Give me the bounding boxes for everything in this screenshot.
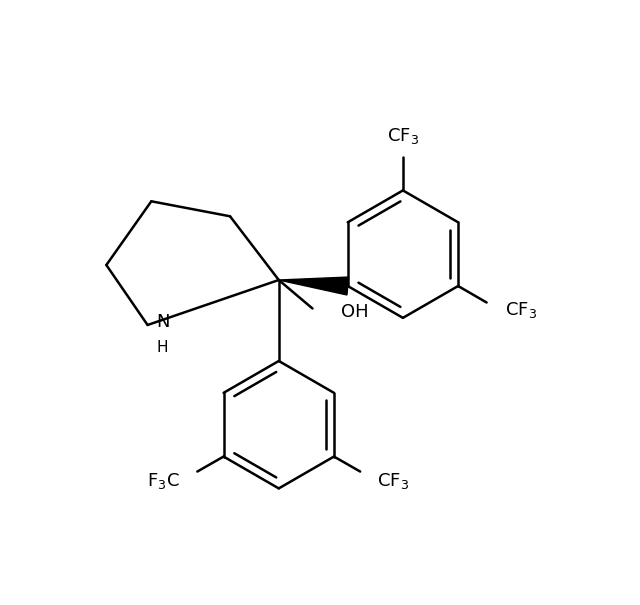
Text: CF$_3$: CF$_3$ <box>378 471 410 491</box>
Text: F$_3$C: F$_3$C <box>147 471 180 491</box>
Text: N: N <box>157 313 170 331</box>
Text: CF$_3$: CF$_3$ <box>504 300 536 320</box>
Text: H: H <box>157 340 168 355</box>
Polygon shape <box>279 277 349 295</box>
Text: CF$_3$: CF$_3$ <box>387 126 419 146</box>
Text: OH: OH <box>341 303 369 321</box>
